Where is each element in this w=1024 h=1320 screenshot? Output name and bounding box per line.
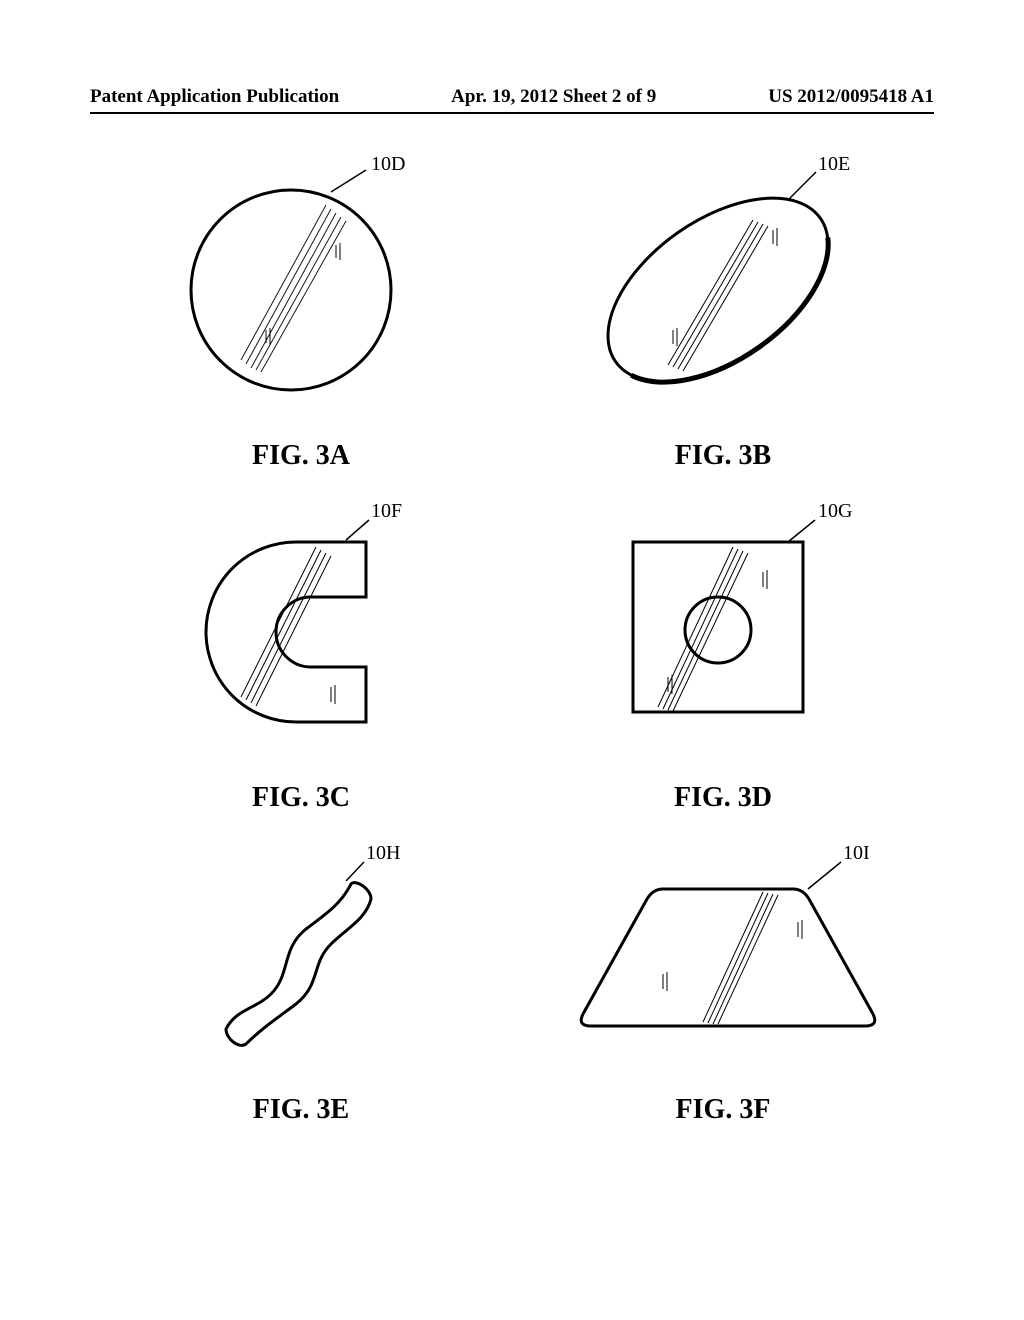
figure-3e: 10H FIG. 3E (111, 834, 491, 1126)
figure-label: FIG. 3B (533, 440, 913, 472)
figure-label: FIG. 3E (111, 1094, 491, 1126)
ref-label: 10E (818, 153, 850, 175)
header-left: Patent Application Publication (90, 86, 339, 108)
figure-grid: 10D FIG (90, 150, 934, 1146)
figure-label: FIG. 3A (111, 440, 491, 472)
page-header: Patent Application Publication Apr. 19, … (0, 86, 1024, 108)
ref-label: 10G (818, 500, 852, 522)
ref-label: 10F (371, 500, 402, 522)
ref-label: 10I (843, 842, 870, 864)
header-center: Apr. 19, 2012 Sheet 2 of 9 (451, 86, 656, 108)
figure-3a: 10D FIG (111, 150, 491, 472)
figure-3b: 10E (533, 150, 913, 472)
figure-label: FIG. 3D (533, 782, 913, 814)
header-right: US 2012/0095418 A1 (768, 86, 934, 108)
figure-label: FIG. 3F (533, 1094, 913, 1126)
figure-label: FIG. 3C (111, 782, 491, 814)
header-rule (90, 112, 934, 114)
ref-label: 10D (371, 153, 405, 175)
figure-3f: 10I FIG. 3F (533, 834, 913, 1126)
ref-label: 10H (366, 842, 400, 864)
figure-3c: 10F FIG. 3C (111, 492, 491, 814)
figure-3d: 10G FIG. 3D (533, 492, 913, 814)
